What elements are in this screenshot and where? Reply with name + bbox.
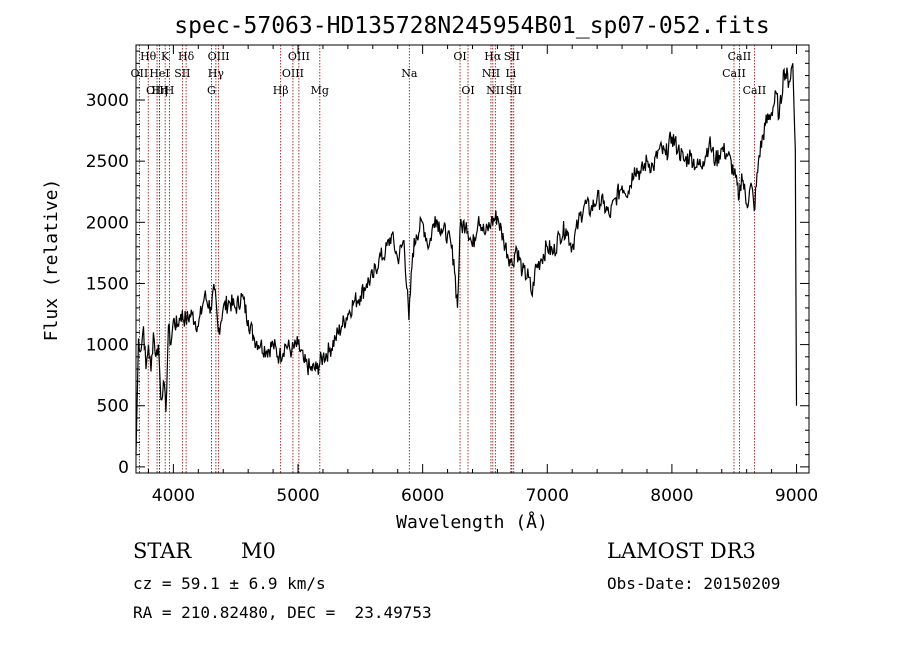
spectral-line-label: Hδ bbox=[178, 50, 195, 63]
y-tick-label: 500 bbox=[97, 397, 129, 417]
spectral-line-label: OIII bbox=[146, 84, 168, 97]
y-tick-label: 2000 bbox=[86, 213, 129, 233]
spectral-line-label: HeI bbox=[149, 67, 169, 80]
x-tick-label: 5000 bbox=[276, 486, 319, 506]
coordinates: RA = 210.82480, DEC = 23.49753 bbox=[133, 603, 432, 622]
x-axis-ticks: 4000 5000 6000 7000 8000 9000 bbox=[147, 45, 818, 506]
y-tick-label: 0 bbox=[118, 458, 129, 478]
plot-frame bbox=[135, 44, 810, 474]
x-tick-label: 8000 bbox=[650, 486, 693, 506]
spectral-line-label: OI bbox=[461, 84, 474, 97]
y-tick-label: 1000 bbox=[86, 336, 129, 356]
spectral-line-label: Mg bbox=[311, 84, 329, 97]
spectral-line-label: CaII bbox=[728, 50, 752, 63]
spectral-line-label: SII bbox=[506, 84, 522, 97]
spectral-line-label: OIII bbox=[282, 67, 304, 80]
spectral-line-label: SII bbox=[504, 50, 520, 63]
spectral-line-label: CaII bbox=[743, 84, 767, 97]
spectral-line-label: OIII bbox=[288, 50, 310, 63]
spectral-line-labels: OII Hθ OIII HeI Hη K H SII Hδ G Hγ OIII Hβ OIII OIII Mg… bbox=[131, 50, 767, 97]
y-axis-ticks: 0 500 1000 1500 2000 2500 3000 bbox=[86, 50, 809, 478]
spectral-line-label: Hβ bbox=[273, 84, 289, 97]
spectral-line-label: OIII bbox=[208, 50, 230, 63]
spectral-line-label: K bbox=[161, 50, 170, 63]
flux-series-line bbox=[135, 63, 798, 455]
spectral-line-label: NII bbox=[482, 67, 500, 80]
x-tick-label: 7000 bbox=[526, 486, 569, 506]
x-tick-label: 6000 bbox=[401, 486, 444, 506]
chart-title: spec-57063-HD135728N245954B01_sp07-052.f… bbox=[174, 13, 769, 39]
x-tick-label: 4000 bbox=[152, 486, 195, 506]
y-tick-label: 1500 bbox=[86, 274, 129, 294]
observation-date: Obs-Date: 20150209 bbox=[607, 574, 781, 593]
y-tick-label: 2500 bbox=[86, 152, 129, 172]
spectral-line-label: Hα bbox=[484, 50, 502, 63]
spectral-line-markers bbox=[138, 45, 755, 473]
y-axis-label: Flux (relative) bbox=[41, 179, 62, 342]
object-subclass: M0 bbox=[241, 539, 276, 563]
spectral-line-label: G bbox=[207, 84, 216, 97]
spectral-line-label: NII bbox=[486, 84, 504, 97]
object-class: STAR bbox=[133, 539, 192, 563]
y-tick-label: 3000 bbox=[86, 91, 129, 111]
spectral-line-label: Hγ bbox=[208, 67, 225, 80]
spectral-line-label: Hθ bbox=[140, 50, 157, 63]
spectral-line-label: Na bbox=[401, 67, 418, 80]
spectral-line-label: Hη bbox=[151, 84, 167, 97]
spectral-line-label: Li bbox=[505, 67, 516, 80]
spectral-line-label: OI bbox=[453, 50, 466, 63]
survey-name: LAMOST DR3 bbox=[607, 539, 756, 563]
spectral-line-label: CaII bbox=[722, 67, 746, 80]
spectral-line-label: SII bbox=[174, 67, 190, 80]
spectral-line-label: OII bbox=[131, 67, 149, 80]
redshift-cz: cz = 59.1 ± 6.9 km/s bbox=[133, 574, 326, 593]
x-tick-label: 9000 bbox=[775, 486, 818, 506]
x-axis-label: Wavelength (Å) bbox=[396, 511, 548, 533]
spectral-line-label: H bbox=[165, 84, 175, 97]
